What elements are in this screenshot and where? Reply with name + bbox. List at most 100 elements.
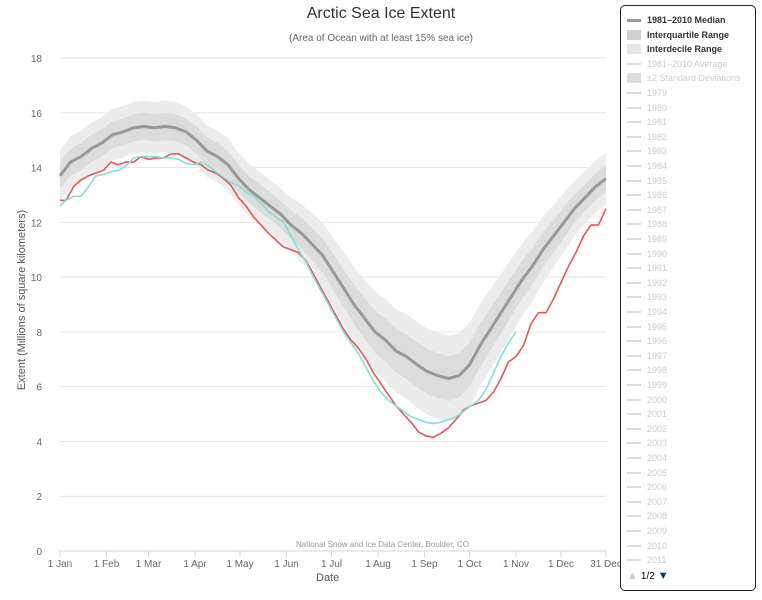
legend-line-icon xyxy=(627,427,641,430)
legend-item[interactable]: 1980 xyxy=(627,101,667,115)
chart-subtitle: (Area of Ocean with at least 15% sea ice… xyxy=(289,33,473,44)
legend-label: 2006 xyxy=(647,482,668,493)
legend-label: 2002 xyxy=(647,423,668,434)
y-tick-label: 10 xyxy=(31,273,43,284)
legend-label: 1992 xyxy=(647,277,668,288)
legend-item[interactable]: 1999 xyxy=(627,378,667,392)
legend-item[interactable]: ±2 Standard Deviations xyxy=(627,71,741,85)
legend-label: 2005 xyxy=(647,467,668,478)
x-tick-label: 1 Oct xyxy=(458,559,482,570)
legend-label: 1987 xyxy=(647,204,668,215)
legend-item[interactable]: 2001 xyxy=(627,407,667,421)
legend-box-icon xyxy=(627,73,641,84)
legend-pager: ▲ 1/2 ▼ xyxy=(627,570,669,582)
legend-box-icon xyxy=(627,44,641,55)
legend-item[interactable]: 1981–2010 Average xyxy=(627,57,727,71)
credits-text[interactable]: National Snow and Ice Data Center, Bould… xyxy=(296,540,469,549)
series-line-1981-2010-median[interactable] xyxy=(58,125,607,380)
legend-line-icon xyxy=(627,515,641,518)
legend-label: 1983 xyxy=(647,146,668,157)
legend-line-icon xyxy=(627,194,641,197)
legend-line-icon xyxy=(627,311,641,313)
legend-line-icon xyxy=(627,252,641,255)
legend-label: 1996 xyxy=(647,336,668,347)
legend-item[interactable]: 2009 xyxy=(627,524,667,538)
legend-line-icon xyxy=(627,457,641,459)
legend-label: 2010 xyxy=(647,540,668,551)
interquartile-band xyxy=(60,112,606,401)
legend-box-icon xyxy=(627,29,641,40)
legend-line-icon xyxy=(627,179,641,182)
legend-line-icon xyxy=(627,92,641,94)
legend-item[interactable]: 2011 xyxy=(627,553,666,567)
legend-label: 2001 xyxy=(647,409,668,420)
legend-item[interactable]: 1989 xyxy=(627,232,667,246)
legend-label: 2000 xyxy=(647,394,668,405)
legend-item[interactable]: 1979 xyxy=(627,86,667,100)
legend-item[interactable]: 1988 xyxy=(627,217,667,231)
legend-item[interactable]: 1994 xyxy=(627,305,667,319)
legend-label: 1985 xyxy=(647,175,668,186)
x-tick-label: 1 Nov xyxy=(503,559,529,570)
legend-label: 2011 xyxy=(647,555,667,566)
legend: ▲ 1/2 ▼ 1981–2010 Median Interquartile Ra… xyxy=(620,5,756,591)
legend-label: 1981–2010 Median xyxy=(647,15,726,25)
chart-title: Arctic Sea Ice Extent xyxy=(306,5,456,22)
legend-line-icon xyxy=(627,530,641,532)
page-down-icon[interactable]: ▼ xyxy=(657,570,669,582)
legend-line-icon xyxy=(627,544,641,547)
legend-item[interactable]: 2006 xyxy=(627,480,667,494)
legend-label: 1998 xyxy=(647,365,668,376)
legend-item[interactable]: 2002 xyxy=(627,422,667,436)
legend-item[interactable]: 1990 xyxy=(627,247,667,261)
legend-line-icon xyxy=(627,384,641,386)
legend-item[interactable]: 1986 xyxy=(627,188,667,202)
legend-item[interactable]: 2008 xyxy=(627,509,667,523)
series-line-2016[interactable] xyxy=(59,155,517,425)
legend-label: 1982 xyxy=(647,131,668,142)
x-axis-label: Date xyxy=(316,572,340,584)
y-tick-label: 4 xyxy=(36,437,42,448)
legend-item[interactable]: 1998 xyxy=(627,363,667,377)
legend-line-icon xyxy=(627,106,641,109)
legend-label: 2009 xyxy=(647,526,668,536)
legend-item[interactable]: 1991 xyxy=(627,261,667,275)
x-tick-label: 1 Dec xyxy=(548,559,574,570)
legend-item[interactable]: 1997 xyxy=(627,349,667,363)
legend-item[interactable]: 1992 xyxy=(627,276,667,290)
legend-label: 1984 xyxy=(647,161,668,171)
legend-item[interactable]: 1987 xyxy=(627,203,667,217)
legend-item[interactable]: 2005 xyxy=(627,466,667,480)
legend-line-icon xyxy=(627,121,641,124)
legend-item[interactable]: 2004 xyxy=(627,451,667,465)
legend-line-icon xyxy=(627,238,641,240)
x-tick-label: 31 Dec xyxy=(590,559,622,570)
x-tick-label: 1 Mar xyxy=(136,559,162,570)
legend-item[interactable]: 1995 xyxy=(627,320,667,334)
legend-item[interactable]: 1981–2010 Median xyxy=(627,13,726,27)
legend-line-icon xyxy=(627,354,641,357)
legend-item[interactable]: 2007 xyxy=(627,495,667,509)
legend-label: Interquartile Range xyxy=(647,29,730,40)
legend-item[interactable]: 2010 xyxy=(627,539,667,553)
x-tick-label: 1 Feb xyxy=(94,559,120,570)
page-up-icon[interactable]: ▲ xyxy=(627,570,638,582)
legend-item[interactable]: Interquartile Range xyxy=(627,28,729,42)
legend-line-icon xyxy=(627,281,641,284)
legend-line-icon xyxy=(627,471,641,474)
legend-item[interactable]: 1996 xyxy=(627,334,667,348)
legend-line-icon xyxy=(627,165,641,167)
legend-item[interactable]: 1985 xyxy=(627,174,667,188)
legend-item[interactable]: 1984 xyxy=(627,159,667,173)
legend-item[interactable]: 1993 xyxy=(627,290,667,304)
legend-item[interactable]: 1983 xyxy=(627,144,667,158)
legend-item[interactable]: 2003 xyxy=(627,436,667,450)
legend-label: 1995 xyxy=(647,321,668,332)
legend-item[interactable]: 1982 xyxy=(627,130,667,144)
legend-label: 1979 xyxy=(647,88,668,98)
legend-item[interactable]: Interdecile Range xyxy=(627,42,722,56)
legend-item[interactable]: 2000 xyxy=(627,393,667,407)
y-tick-label: 14 xyxy=(31,164,43,175)
legend-item[interactable]: 1981 xyxy=(627,115,667,129)
series-line-2012[interactable] xyxy=(60,153,607,439)
